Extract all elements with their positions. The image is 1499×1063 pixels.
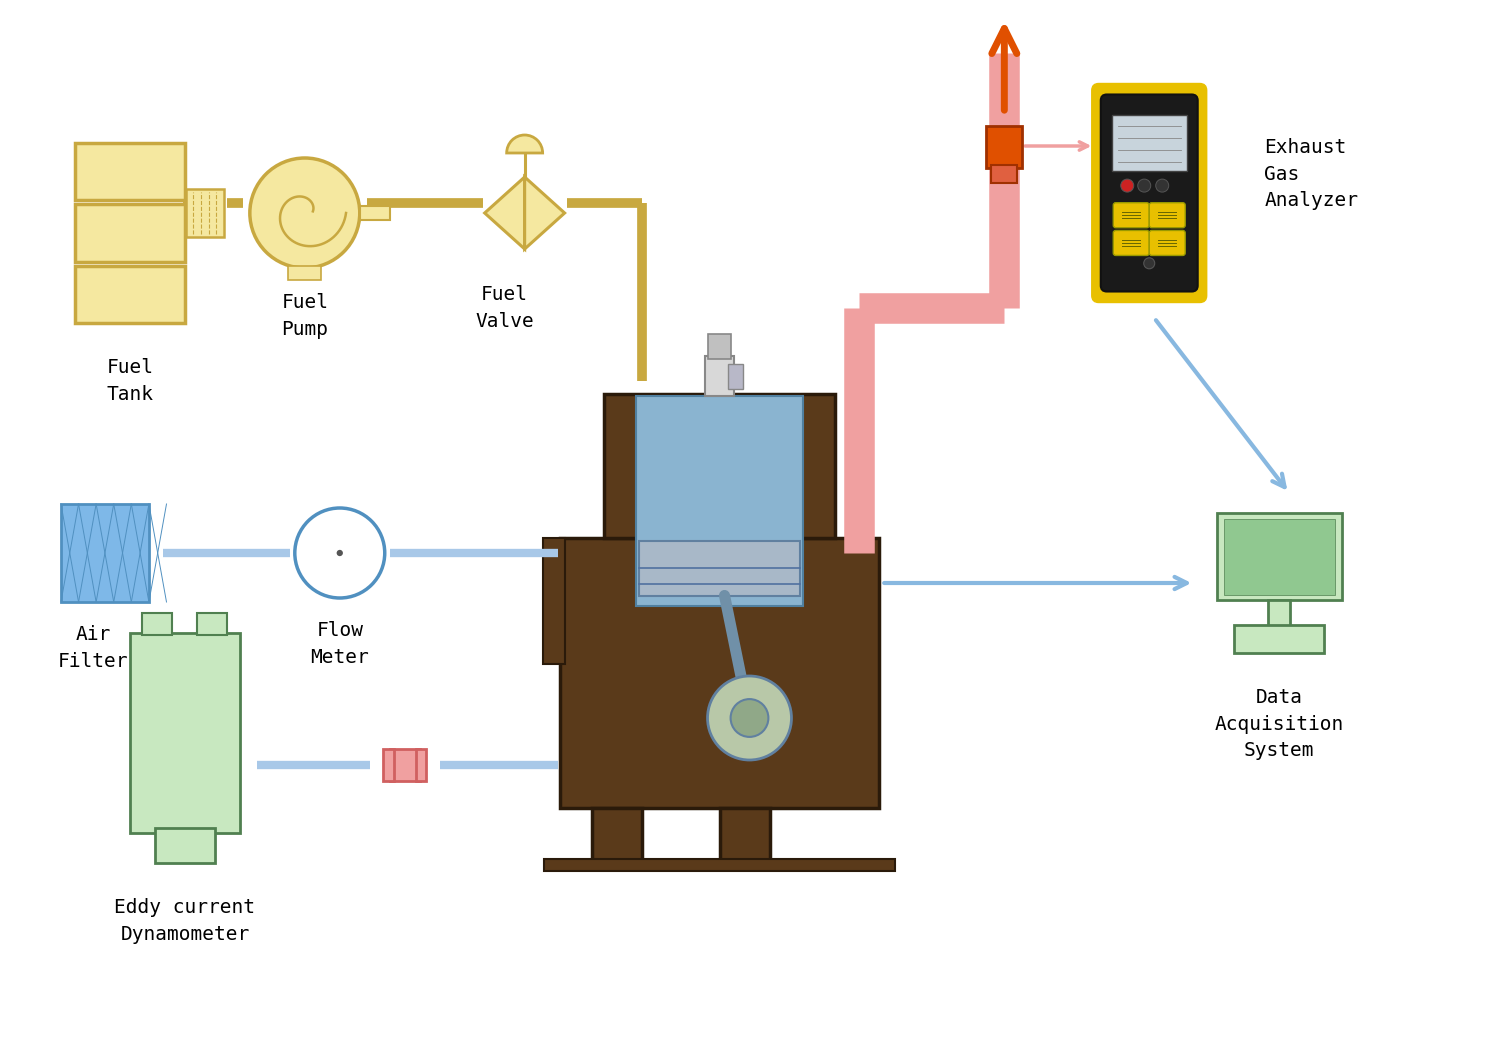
Bar: [130, 632, 240, 833]
Polygon shape: [484, 178, 525, 249]
Text: Fuel
Valve: Fuel Valve: [475, 285, 534, 331]
FancyBboxPatch shape: [1091, 84, 1207, 303]
Circle shape: [250, 158, 360, 268]
Bar: [640, 540, 799, 595]
Bar: [592, 808, 642, 863]
Bar: [991, 165, 1018, 183]
Bar: [384, 749, 394, 781]
Bar: [390, 749, 420, 781]
Polygon shape: [525, 178, 565, 249]
Bar: [75, 204, 184, 261]
Circle shape: [1138, 179, 1151, 192]
Circle shape: [1144, 258, 1154, 269]
Circle shape: [295, 508, 385, 598]
Bar: [986, 126, 1022, 168]
Bar: [288, 266, 321, 280]
Text: Fuel
Tank: Fuel Tank: [106, 358, 153, 404]
Bar: [1112, 115, 1187, 171]
Bar: [637, 396, 802, 606]
Bar: [142, 613, 172, 635]
Circle shape: [730, 699, 769, 737]
Circle shape: [337, 550, 343, 556]
Bar: [1223, 519, 1334, 595]
Bar: [1268, 600, 1291, 628]
Bar: [154, 828, 216, 863]
FancyBboxPatch shape: [1114, 231, 1150, 255]
Text: Flow
Meter: Flow Meter: [310, 621, 369, 667]
Text: Exhaust
Gas
Analyzer: Exhaust Gas Analyzer: [1264, 138, 1358, 210]
Bar: [61, 504, 148, 602]
Bar: [729, 364, 744, 389]
Circle shape: [708, 676, 791, 760]
Text: Air
Filter: Air Filter: [57, 625, 129, 671]
Bar: [559, 538, 880, 808]
Bar: [1217, 513, 1342, 600]
Bar: [544, 859, 895, 871]
Bar: [198, 613, 228, 635]
Text: Fuel
Pump: Fuel Pump: [282, 293, 328, 338]
Bar: [708, 334, 732, 359]
Bar: [705, 356, 735, 396]
Text: Data
Acquisition
System: Data Acquisition System: [1214, 688, 1343, 760]
Bar: [360, 206, 390, 220]
Circle shape: [1156, 179, 1169, 192]
Wedge shape: [507, 135, 543, 153]
Bar: [1234, 625, 1324, 653]
Bar: [543, 538, 565, 664]
Circle shape: [1121, 179, 1133, 192]
Text: Eddy current
Dynamometer: Eddy current Dynamometer: [114, 898, 255, 944]
Bar: [75, 144, 184, 200]
Bar: [75, 266, 184, 323]
FancyBboxPatch shape: [1100, 95, 1198, 291]
FancyBboxPatch shape: [1150, 203, 1186, 227]
FancyBboxPatch shape: [1150, 231, 1186, 255]
Bar: [720, 808, 770, 863]
FancyBboxPatch shape: [1114, 203, 1150, 227]
Bar: [604, 394, 835, 538]
Bar: [415, 749, 426, 781]
Bar: [186, 189, 223, 237]
